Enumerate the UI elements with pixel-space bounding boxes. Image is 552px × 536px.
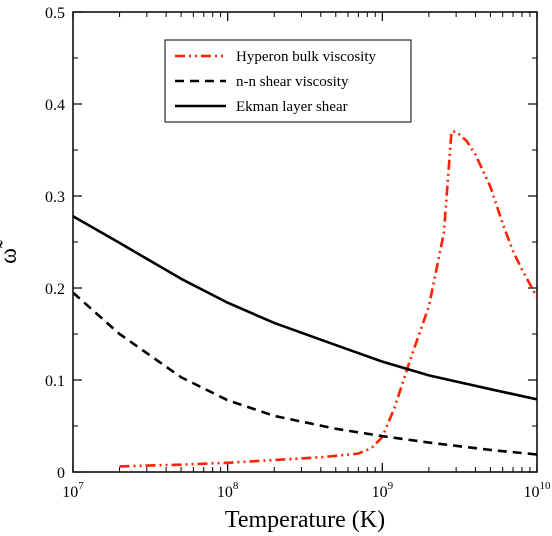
series-line-3 xyxy=(73,215,537,401)
legend-label-2: n-n shear viscosity xyxy=(236,74,349,90)
legend-label-3: Ekman layer shear xyxy=(236,99,348,115)
x-tick-label: 1010 xyxy=(524,480,552,501)
x-tick-label: 107 xyxy=(62,480,84,501)
x-axis-title: Temperature (K) xyxy=(225,507,385,533)
y-tick-label: 0.5 xyxy=(45,5,65,22)
y-axis-title: ω̃ xyxy=(0,240,22,264)
y-tick-label: 0.4 xyxy=(45,97,65,114)
y-tick-label: 0.1 xyxy=(45,373,65,390)
y-tick-label: 0.3 xyxy=(45,189,65,206)
series-line-2 xyxy=(73,291,537,456)
series-line-1 xyxy=(119,130,537,468)
y-tick-label: 0 xyxy=(57,465,65,482)
x-tick-label: 109 xyxy=(372,480,394,501)
tick-marks xyxy=(72,11,538,473)
y-tick-label: 0.2 xyxy=(45,281,65,298)
x-tick-label: 108 xyxy=(217,480,239,501)
legend: Hyperon bulk viscosity n-n shear viscosit… xyxy=(164,39,412,123)
legend-label-1: Hyperon bulk viscosity xyxy=(236,49,376,65)
series-lines xyxy=(73,130,537,468)
